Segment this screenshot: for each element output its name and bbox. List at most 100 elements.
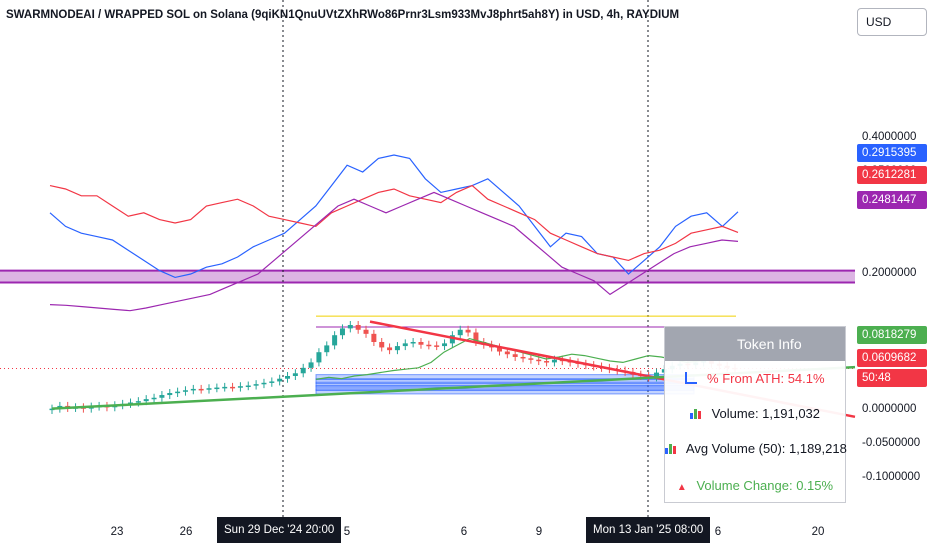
chart-down-icon	[685, 372, 698, 384]
candle-body	[496, 347, 502, 352]
indicator-lines	[49, 154, 739, 380]
volume-change-text: Volume Change: 0.15%	[696, 478, 834, 493]
candle-body	[245, 385, 251, 388]
candle-body	[442, 343, 448, 347]
time-tick: 20	[811, 526, 825, 538]
red-indicator-line	[49, 184, 739, 262]
candle-body	[394, 346, 400, 351]
volume-change-row: ▲ Volume Change: 0.15%	[665, 478, 845, 493]
from-ath-row: % From ATH: 54.1%	[665, 371, 845, 386]
candle-body	[159, 395, 165, 398]
candle-body	[504, 351, 510, 355]
candle-body	[339, 328, 345, 336]
candle-body	[214, 387, 220, 390]
candle-body	[379, 342, 385, 348]
chart-title: SWARMNODEAI / WRAPPED SOL on Solana (9qi…	[6, 9, 680, 21]
candle-body	[473, 332, 479, 342]
candle-body	[536, 359, 542, 362]
avg-volume-text: Avg Volume (50): 1,189,218	[685, 441, 847, 456]
bar-chart-icon	[689, 407, 702, 419]
blue-indicator-line	[49, 154, 739, 279]
triangle-up-icon: ▲	[676, 482, 687, 493]
price-badge: 0.2612281	[857, 166, 927, 184]
token-info-header: Token Info	[665, 327, 845, 361]
price-tick: 0.0000000	[862, 403, 917, 415]
zone-fill	[0, 270, 855, 283]
candle-body	[230, 386, 236, 389]
currency-button[interactable]: USD	[857, 8, 927, 36]
price-tick: 0.4000000	[862, 131, 917, 143]
candle-body	[151, 397, 157, 400]
candle-body	[551, 359, 557, 363]
candle-body	[449, 335, 455, 344]
candle-body	[237, 386, 243, 388]
candle-body	[292, 373, 298, 376]
candle-body	[128, 402, 134, 405]
candle-body	[512, 354, 518, 357]
candle-body	[520, 356, 526, 359]
candle-body	[410, 342, 416, 344]
candle-body	[143, 399, 149, 402]
time-tick: 26	[179, 526, 193, 538]
candle-body	[324, 345, 330, 353]
candle-body	[465, 329, 471, 333]
avg-volume-row: Avg Volume (50): 1,189,218	[665, 441, 847, 456]
candle-body	[544, 361, 550, 363]
time-tick: 6	[714, 526, 722, 538]
candle-body	[135, 401, 141, 403]
time-tick: 5	[343, 526, 351, 538]
price-tick: -0.0500000	[862, 437, 921, 449]
candle-body	[347, 325, 353, 329]
price-tick: -0.1000000	[862, 471, 921, 483]
candle-body	[387, 347, 393, 351]
candle-body	[434, 345, 440, 347]
price-badge: 0.0609682	[857, 349, 927, 367]
candle-body	[316, 352, 322, 363]
candle-body	[222, 386, 228, 389]
candle-body	[49, 408, 55, 411]
candle-body	[371, 333, 377, 342]
candle-body	[285, 376, 291, 379]
candlestick-series	[49, 321, 738, 414]
crosshair-date-label-2: Mon 13 Jan '25 08:00	[586, 517, 711, 543]
price-tick: 0.2000000	[862, 267, 917, 279]
candle-body	[457, 329, 463, 336]
candle-body	[332, 335, 338, 346]
candle-body	[402, 343, 408, 347]
candle-body	[300, 367, 306, 374]
purple-indicator-line	[49, 191, 739, 312]
candle-body	[175, 391, 181, 394]
candle-body	[355, 325, 361, 330]
candle-body	[269, 381, 275, 383]
candle-body	[308, 362, 314, 368]
price-badge: 0.2481447	[857, 191, 927, 209]
candle-body	[190, 388, 196, 391]
time-tick: 23	[110, 526, 124, 538]
candle-body	[363, 329, 369, 334]
time-tick: 9	[535, 526, 543, 538]
token-info-panel: Token Info % From ATH: 54.1% Volume: 1,1…	[664, 326, 847, 503]
candle-body	[528, 358, 534, 360]
candle-body	[206, 388, 212, 390]
candle-body	[167, 393, 173, 396]
candle-body	[261, 382, 267, 385]
crosshair-date-label-1: Sun 29 Dec '24 20:00	[217, 517, 342, 543]
candle-body	[253, 384, 259, 386]
candle-body	[198, 388, 204, 391]
price-badge: 50:48	[857, 369, 927, 387]
from-ath-text: % From ATH: 54.1%	[707, 371, 825, 386]
token-info-title: Token Info	[737, 336, 802, 352]
price-badge: 0.2915395	[857, 144, 927, 162]
bar-chart-icon	[665, 442, 677, 454]
price-badge: 0.0818279	[857, 326, 927, 344]
volume-row: Volume: 1,191,032	[665, 406, 845, 421]
candle-body	[426, 344, 432, 347]
candle-body	[182, 390, 188, 392]
candle-body	[653, 372, 659, 378]
support-zone	[0, 269, 855, 284]
volume-text: Volume: 1,191,032	[711, 406, 821, 421]
candle-body	[277, 378, 283, 382]
time-tick: 6	[460, 526, 468, 538]
candle-body	[418, 342, 424, 345]
